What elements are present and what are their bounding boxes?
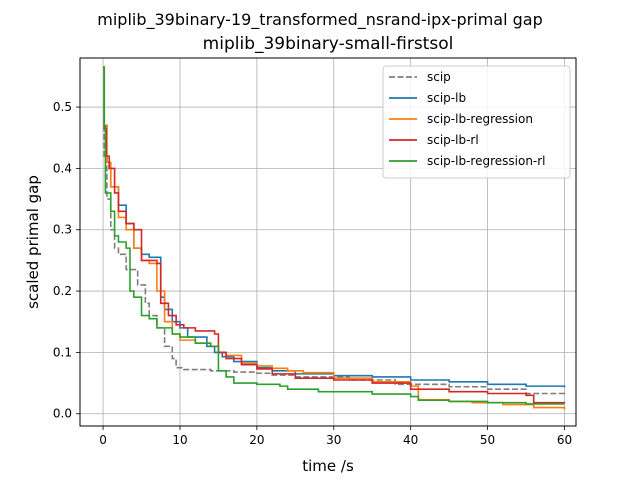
x-tick-label: 40 [403, 433, 418, 447]
legend: scip scip-lb scip-lb-regression scip-lb-rl s… [382, 65, 571, 179]
y-tick-label: 0.1 [53, 345, 72, 359]
x-axis-ticks: 0 10 20 30 40 50 60 [99, 426, 572, 447]
y-axis-ticks: 0.0 0.1 0.2 0.3 0.4 0.5 [53, 100, 80, 421]
legend-label: scip-lb-regression-rl [427, 154, 546, 168]
x-tick-label: 50 [480, 433, 495, 447]
y-tick-label: 0.5 [53, 100, 72, 114]
series-line-scip-lb-regression-rl [103, 66, 565, 405]
y-tick-label: 0.3 [53, 223, 72, 237]
y-tick-label: 0.2 [53, 284, 72, 298]
x-tick-label: 10 [172, 433, 187, 447]
legend-label: scip-lb [427, 91, 466, 105]
y-axis-label: scaled primal gap [24, 175, 42, 309]
chart-title: miplib_39binary-19_transformed_nsrand-ip… [97, 10, 542, 30]
x-tick-label: 60 [557, 433, 572, 447]
x-tick-label: 30 [326, 433, 341, 447]
x-tick-label: 20 [249, 433, 264, 447]
series-line-scip-lb-rl [103, 66, 566, 404]
legend-label: scip-lb-regression [427, 112, 533, 126]
legend-box [382, 65, 571, 179]
legend-label: scip [427, 70, 451, 84]
y-tick-label: 0.4 [53, 161, 72, 175]
y-tick-label: 0.0 [53, 407, 72, 421]
series-line-scip-lb [103, 66, 566, 388]
x-tick-label: 0 [99, 433, 107, 447]
plot-frame [79, 57, 577, 427]
x-axis-label: time /s [302, 457, 354, 475]
legend-label: scip-lb-rl [427, 133, 479, 147]
plot-series [103, 66, 566, 410]
chart-subtitle: miplib_39binary-small-firstsol [203, 34, 454, 54]
